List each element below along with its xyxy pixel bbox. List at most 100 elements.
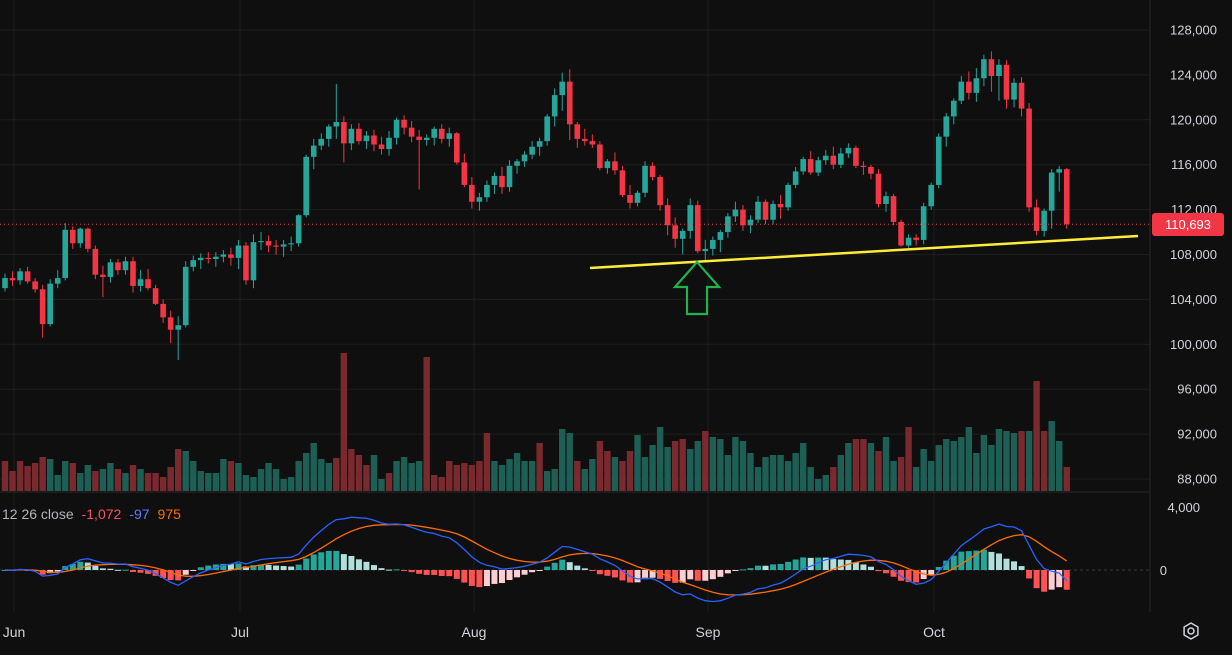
candle-body <box>1003 64 1010 100</box>
macd-histogram-bar <box>333 550 340 570</box>
macd-histogram-bar <box>822 557 829 570</box>
volume-bar <box>182 451 189 491</box>
candle-body <box>838 153 844 165</box>
macd-histogram-bar <box>1033 570 1040 589</box>
time-axis-label: Sep <box>696 624 721 640</box>
macd-histogram-bar <box>318 552 325 570</box>
volume-bar <box>363 465 370 491</box>
volume-bar <box>649 445 656 491</box>
volume-bar <box>724 455 732 491</box>
volume-bar <box>717 439 724 491</box>
macd-histogram-bar <box>589 570 596 571</box>
macd-histogram-bar <box>242 566 249 570</box>
volume-bar <box>687 449 694 491</box>
volume-bar <box>54 475 61 491</box>
volume-bar <box>385 473 393 491</box>
volume-bar <box>393 461 400 491</box>
candle-body <box>657 177 663 206</box>
candle-body <box>1011 82 1017 100</box>
macd-signal-value: 975 <box>157 506 181 522</box>
macd-histogram-bar <box>694 570 701 581</box>
macd-histogram-bar <box>634 570 641 583</box>
macd-pane <box>0 516 1150 603</box>
volume-bar <box>732 437 739 491</box>
macd-histogram-bar <box>506 570 513 581</box>
macd-histogram-value: -1,072 <box>81 506 122 522</box>
macd-histogram-bar <box>393 569 400 571</box>
volume-bar <box>39 457 46 491</box>
volume-bar <box>1025 431 1033 491</box>
volume-bar <box>355 455 363 491</box>
volume-bar <box>446 461 453 491</box>
volume-bar <box>325 463 332 491</box>
candle-body <box>423 137 430 141</box>
settings-gear-icon[interactable] <box>1181 621 1201 641</box>
candle-body <box>988 59 995 77</box>
macd-histogram-bar <box>69 564 76 570</box>
candle-body <box>17 271 23 281</box>
macd-histogram-bar <box>1003 558 1010 570</box>
candle-body <box>491 175 498 185</box>
macd-histogram-bar <box>476 570 483 588</box>
candle-body <box>725 216 731 233</box>
candle-body <box>627 195 633 203</box>
macd-histogram-bar <box>401 570 408 571</box>
macd-histogram-bar <box>483 570 490 587</box>
macd-histogram-bar <box>514 570 521 578</box>
volume-bar <box>619 461 626 491</box>
macd-histogram-bar <box>468 570 475 586</box>
volume-bar <box>295 461 302 491</box>
volume-bar <box>920 449 927 491</box>
volume-bar <box>152 473 159 491</box>
time-axis-label: Jun <box>3 624 26 640</box>
candle-body <box>243 245 249 281</box>
candle-body <box>973 78 980 93</box>
volume-bar <box>875 451 882 491</box>
candle-body <box>740 209 746 226</box>
candle-body <box>687 205 694 231</box>
macd-histogram-bar <box>1026 570 1033 579</box>
macd-histogram-bar <box>431 570 438 575</box>
candle-body <box>619 170 626 196</box>
candle-body <box>454 133 460 163</box>
up-arrow-annotation <box>672 260 722 316</box>
candle-body <box>694 205 701 252</box>
macd-histogram-bar <box>355 559 362 570</box>
candle-body <box>77 228 84 244</box>
chart-annotations[interactable] <box>589 234 1139 316</box>
candle-body <box>288 243 294 245</box>
candle-body <box>785 184 791 208</box>
candle-body <box>1056 169 1062 173</box>
candle-body <box>777 203 784 208</box>
volume-bar <box>1003 431 1010 491</box>
volume-bar <box>69 463 76 491</box>
volume-bar <box>272 469 280 491</box>
volume-bar <box>99 469 107 491</box>
macd-histogram-bar <box>92 565 99 570</box>
volume-bar <box>468 465 476 491</box>
macd-histogram-bar <box>785 561 792 570</box>
macd-histogram-bar <box>762 565 769 570</box>
volume-bar <box>250 477 257 491</box>
volume-bar <box>671 441 679 491</box>
volume-bar <box>1033 381 1040 491</box>
macd-histogram-bar <box>935 566 942 570</box>
macd-histogram-bar <box>340 554 347 570</box>
price-axis-label: 120,000 <box>1170 112 1217 127</box>
macd-legend[interactable]: 12 26 close -1,072 -97 975 <box>2 506 189 522</box>
volume-bar <box>129 465 137 491</box>
volume-bar <box>950 441 957 491</box>
macd-histogram-bar <box>619 570 626 581</box>
volume-bar <box>438 477 445 491</box>
macd-histogram-bar <box>837 559 844 570</box>
macd-histogram-bar <box>288 566 295 570</box>
volume-bar <box>927 461 935 491</box>
candle-body <box>935 136 942 185</box>
volume-bar <box>190 461 197 491</box>
macd-histogram-bar <box>107 568 114 570</box>
macd-axis-label: 4,000 <box>1167 500 1200 515</box>
macd-histogram-bar <box>596 570 603 575</box>
volume-bar <box>815 479 822 491</box>
candle-body <box>333 122 340 127</box>
